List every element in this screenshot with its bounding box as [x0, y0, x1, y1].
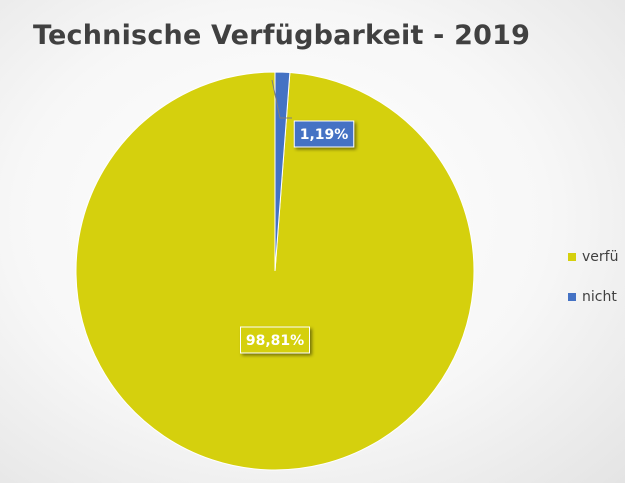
data-label-nicht-text: 1,19%	[300, 127, 349, 143]
legend-swatch-verfuegbar	[568, 253, 576, 261]
data-label-verfuegbar-box	[240, 326, 310, 354]
legend: verfü nicht	[568, 246, 618, 326]
legend-label-nicht: nicht	[582, 289, 617, 305]
legend-swatch-nicht	[568, 293, 576, 301]
leader-line-nicht	[271, 79, 292, 119]
legend-item-verfuegbar: verfü	[568, 246, 618, 268]
chart-title: Technische Verfügbarkeit - 2019	[33, 20, 531, 51]
data-label-nicht-box	[293, 120, 355, 148]
pie-slice-nicht	[274, 71, 291, 272]
data-label-verfuegbar-text: 98,81%	[246, 333, 304, 349]
data-label-nicht: 1,19%	[293, 120, 355, 148]
legend-item-nicht: nicht	[568, 286, 618, 308]
legend-label-verfuegbar: verfü	[582, 249, 619, 265]
data-label-verfuegbar: 98,81%	[240, 326, 310, 354]
